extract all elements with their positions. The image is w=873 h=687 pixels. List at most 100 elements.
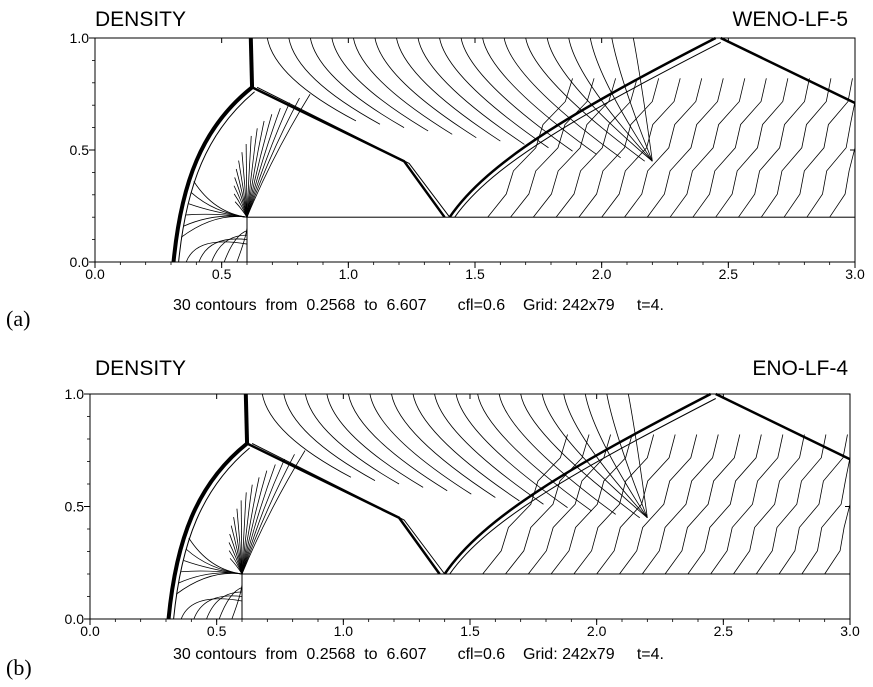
- downstream-contour: [760, 78, 832, 218]
- lower-contour: [206, 591, 243, 620]
- downstream-contour: [510, 78, 595, 218]
- upper-contour: [460, 37, 573, 152]
- x-tick-label: 2.5: [714, 623, 734, 639]
- corner-contour: [193, 181, 248, 218]
- upper-contour: [261, 393, 352, 478]
- x-tick-label: 0.0: [80, 623, 100, 639]
- lower-contour: [185, 241, 248, 263]
- fan-contour: [246, 114, 273, 218]
- method-label: WENO-LF-5: [732, 8, 849, 31]
- downstream-contour: [624, 78, 703, 218]
- upper-contour: [627, 393, 648, 518]
- corner-contour: [180, 216, 248, 238]
- upper-contour: [568, 37, 653, 162]
- x-tick-label: 2.0: [587, 623, 607, 639]
- downstream-contour: [532, 78, 616, 218]
- x-tick-label: 0.5: [212, 266, 232, 282]
- x-tick-label: 1.0: [334, 623, 354, 639]
- upper-contour: [584, 393, 648, 518]
- downstream-contour: [601, 78, 681, 218]
- fan-contour: [229, 558, 243, 575]
- fan-contour: [241, 492, 247, 575]
- y-tick-label: 0.0: [65, 611, 85, 627]
- downstream-contour: [710, 434, 784, 575]
- corner-contour: [183, 215, 248, 227]
- reflected-shock: [251, 86, 446, 218]
- x-axis: 0.0 0.5 1.0 1.5 2.0 2.5 3.0: [80, 394, 860, 639]
- downstream-contour: [692, 78, 767, 218]
- panel-b: DENSITY ENO-LF-4 0.0 0.5 1.0 1.5 2.0 2.5 3.0 0.…: [0, 350, 873, 687]
- fan-contour: [234, 201, 248, 218]
- upper-contour: [391, 393, 496, 498]
- second-shock: [448, 36, 717, 218]
- panel-a: DENSITY WENO-LF-5 0.0 0.5 1.0 1.5 2.0 2.5 3.0 0…: [0, 0, 873, 340]
- upper-contour: [606, 393, 648, 518]
- upper-contour: [331, 37, 429, 132]
- reflected-shock-inner: [256, 86, 451, 218]
- reflected-shock-inner: [251, 443, 446, 575]
- corner-contour: [175, 572, 243, 595]
- y-tick-label: 1.0: [65, 386, 85, 402]
- second-shock: [443, 392, 712, 575]
- upper-contour: [288, 37, 381, 125]
- x-tick-label: 3.0: [840, 623, 860, 639]
- corner-contour: [178, 572, 243, 584]
- downstream-contour: [664, 434, 741, 575]
- bow-shock: [166, 441, 249, 620]
- x-tick-label: 1.5: [460, 623, 480, 639]
- upper-contour: [396, 37, 501, 142]
- contour-plot-b: 0.0 0.5 1.0 1.5 2.0 2.5 3.0 0.0 0.5 1.0: [65, 386, 860, 639]
- upper-contour: [417, 37, 525, 145]
- downstream-contour: [778, 434, 848, 575]
- contour-lines: [171, 36, 856, 263]
- downstream-contour: [596, 434, 676, 575]
- downstream-contour: [738, 78, 810, 218]
- downstream-contour: [783, 78, 853, 218]
- upper-contour: [611, 37, 653, 162]
- upper-contour: [439, 37, 549, 149]
- step-obstacle: [246, 216, 856, 263]
- upper-contour: [589, 37, 653, 162]
- upper-contour: [374, 37, 477, 139]
- upper-contour: [520, 393, 640, 519]
- x-tick-label: 2.0: [592, 266, 612, 282]
- fan-contour: [241, 458, 285, 575]
- downstream-contour: [619, 434, 698, 575]
- lower-contour: [180, 598, 243, 620]
- lower-contour: [218, 587, 243, 620]
- reflected-shock: [246, 442, 441, 575]
- downstream-contour: [487, 78, 573, 218]
- downstream-contour: [578, 78, 660, 218]
- downstream-contour: [733, 434, 805, 575]
- fan-contour: [241, 484, 253, 575]
- fan-contour: [246, 94, 311, 218]
- y-axis: 0.0 0.5 1.0: [65, 386, 850, 627]
- upper-contour: [309, 37, 405, 128]
- fan-contour: [246, 135, 252, 218]
- downstream-contour: [715, 78, 789, 218]
- fan-contour: [246, 128, 258, 218]
- y-tick-label: 1.0: [70, 30, 90, 46]
- downstream-contour: [829, 78, 856, 218]
- second-shock-inner: [449, 398, 716, 575]
- downstream-contour: [755, 434, 827, 575]
- downstream-contour: [573, 434, 655, 575]
- upper-contour: [353, 37, 453, 135]
- panel-label: (b): [6, 655, 32, 680]
- plot-caption: 30 contours from 0.2568 to 6.607 cfl=0.6…: [173, 297, 664, 314]
- downstream-contour: [646, 78, 724, 218]
- x-tick-label: 3.0: [845, 266, 865, 282]
- downstream-contour: [687, 434, 762, 575]
- upper-contour: [541, 393, 648, 519]
- step-obstacle: [241, 573, 851, 620]
- upper-contour: [304, 393, 400, 485]
- x-tick-label: 1.5: [465, 266, 485, 282]
- lower-contour: [211, 234, 248, 263]
- bow-shock-inner: [173, 447, 250, 620]
- upper-contour: [348, 393, 448, 492]
- downstream-contour: [550, 434, 633, 575]
- downstream-contour: [527, 434, 611, 575]
- upper-contour: [369, 393, 472, 495]
- upper-contour: [326, 393, 424, 488]
- x-tick-label: 0.0: [85, 266, 105, 282]
